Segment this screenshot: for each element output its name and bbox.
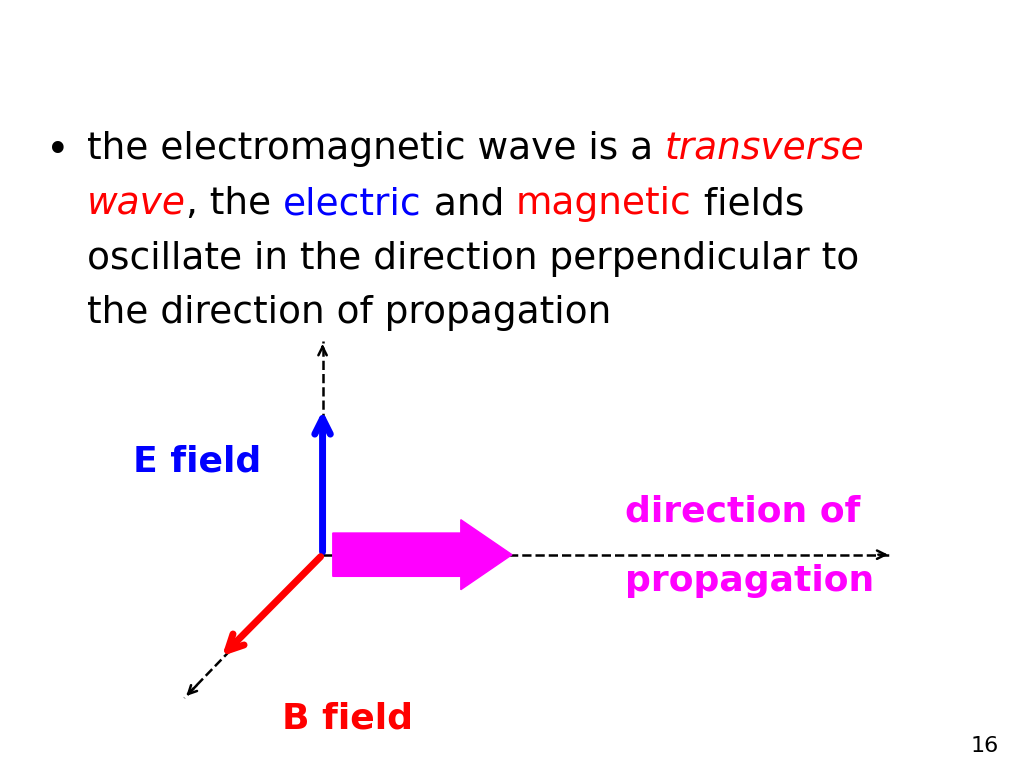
Text: magnetic: magnetic	[516, 186, 691, 222]
Text: oscillate in the direction perpendicular to: oscillate in the direction perpendicular…	[87, 240, 859, 276]
FancyArrow shape	[333, 520, 512, 590]
Text: •: •	[46, 131, 70, 171]
Text: and: and	[422, 186, 516, 222]
Text: , the: , the	[186, 186, 283, 222]
Text: transverse: transverse	[665, 131, 865, 167]
Text: 16: 16	[970, 736, 998, 756]
Text: direction of: direction of	[625, 495, 860, 528]
Text: the direction of propagation: the direction of propagation	[87, 296, 611, 331]
Text: E field: E field	[133, 445, 261, 478]
Text: the electromagnetic wave is a: the electromagnetic wave is a	[87, 131, 665, 167]
Text: wave: wave	[87, 186, 186, 222]
Text: B field: B field	[282, 701, 413, 735]
Text: EM waves: transverse: EM waves: transverse	[177, 22, 847, 80]
Text: propagation: propagation	[625, 564, 873, 598]
Text: fields: fields	[691, 186, 804, 222]
Text: electric: electric	[283, 186, 422, 222]
